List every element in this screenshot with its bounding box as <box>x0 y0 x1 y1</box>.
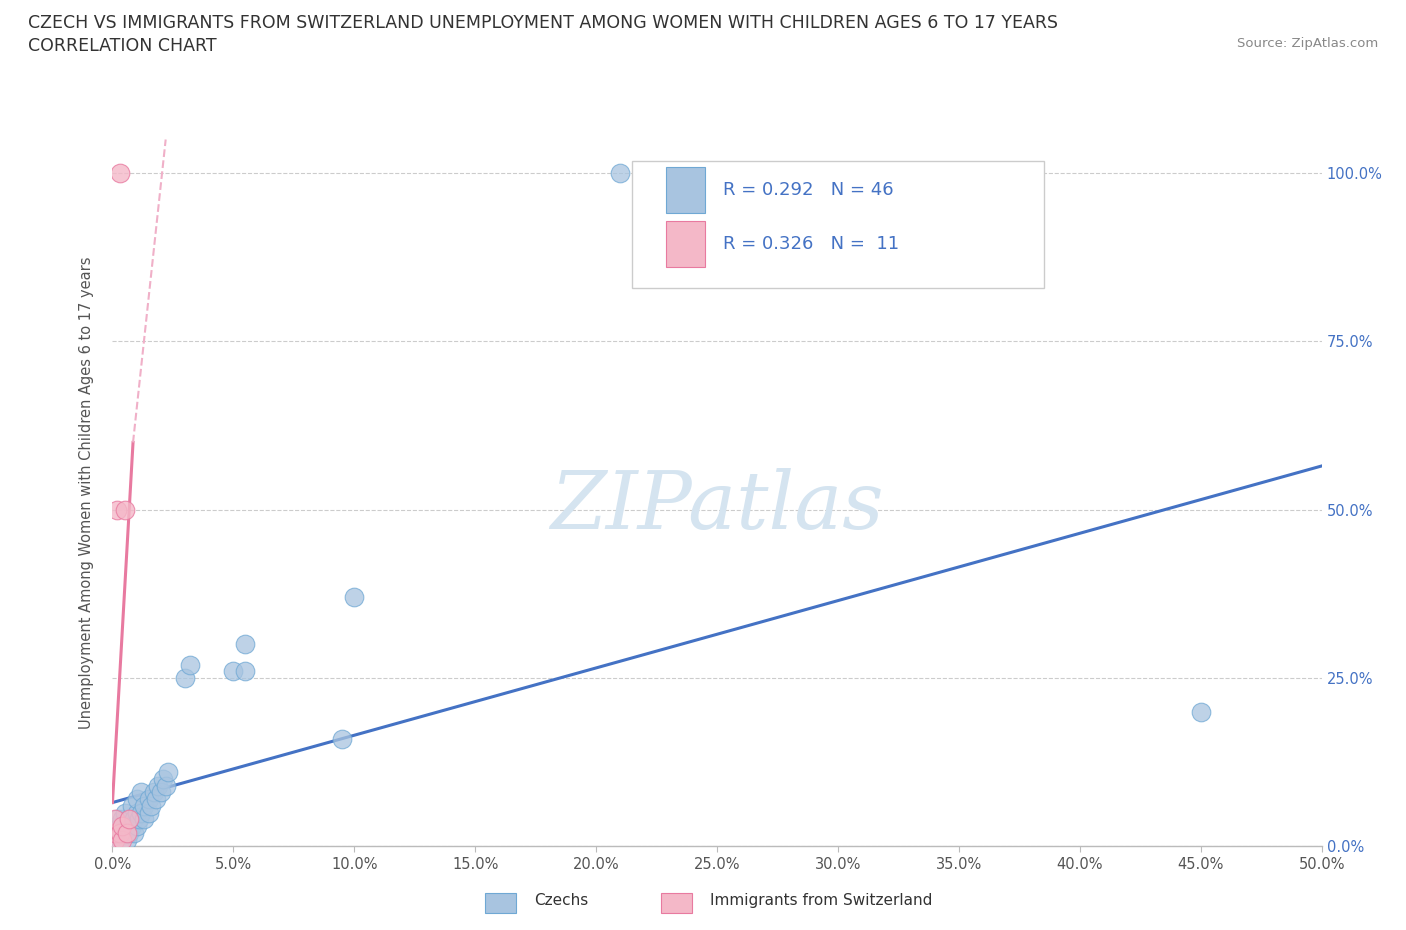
Point <box>108 166 131 180</box>
FancyBboxPatch shape <box>666 167 704 213</box>
Point <box>114 502 136 517</box>
Point <box>114 818 136 833</box>
Point <box>118 826 141 841</box>
Point <box>222 664 245 679</box>
Point <box>155 778 177 793</box>
Point <box>104 826 127 841</box>
Point <box>108 832 131 847</box>
Point <box>132 812 155 827</box>
Point <box>149 785 172 800</box>
Point <box>104 832 127 847</box>
Point <box>105 832 128 847</box>
Point <box>132 799 155 814</box>
Point <box>115 826 138 841</box>
Point <box>157 764 180 779</box>
Point <box>108 818 131 833</box>
Point <box>118 812 141 827</box>
Point <box>121 818 143 833</box>
Point <box>121 799 143 814</box>
Point <box>104 812 127 827</box>
Point <box>128 812 150 827</box>
Point <box>330 731 353 746</box>
Point <box>131 785 153 800</box>
Text: Source: ZipAtlas.com: Source: ZipAtlas.com <box>1237 37 1378 50</box>
Text: R = 0.326   N =  11: R = 0.326 N = 11 <box>723 235 900 253</box>
Point <box>138 805 160 820</box>
Point <box>141 799 163 814</box>
Point <box>114 826 136 841</box>
Point <box>148 778 170 793</box>
Point <box>1189 704 1212 719</box>
Point <box>142 785 165 800</box>
Point <box>152 772 174 787</box>
Text: Immigrants from Switzerland: Immigrants from Switzerland <box>710 893 932 908</box>
Point <box>131 805 153 820</box>
Point <box>118 812 141 827</box>
Point <box>111 818 134 833</box>
Point <box>122 812 145 827</box>
Y-axis label: Unemployment Among Women with Children Ages 6 to 17 years: Unemployment Among Women with Children A… <box>79 257 94 729</box>
Point <box>108 826 131 841</box>
FancyBboxPatch shape <box>633 161 1043 288</box>
Point <box>105 812 128 827</box>
Point <box>125 818 148 833</box>
Text: ZIPatlas: ZIPatlas <box>550 469 884 546</box>
Point <box>105 818 128 833</box>
Point <box>235 637 257 652</box>
Point <box>111 826 134 841</box>
Point <box>105 502 128 517</box>
Point <box>111 812 134 827</box>
Point <box>235 664 257 679</box>
Point <box>105 826 128 841</box>
Point <box>179 658 201 672</box>
Text: R = 0.292   N = 46: R = 0.292 N = 46 <box>723 181 894 199</box>
Text: CORRELATION CHART: CORRELATION CHART <box>28 37 217 55</box>
Point <box>125 805 148 820</box>
Text: Czechs: Czechs <box>534 893 589 908</box>
Point <box>125 791 148 806</box>
FancyBboxPatch shape <box>666 221 704 267</box>
Point <box>115 832 138 847</box>
Point <box>609 166 631 180</box>
Text: CZECH VS IMMIGRANTS FROM SWITZERLAND UNEMPLOYMENT AMONG WOMEN WITH CHILDREN AGES: CZECH VS IMMIGRANTS FROM SWITZERLAND UNE… <box>28 14 1059 32</box>
Point <box>138 791 160 806</box>
Point <box>111 832 134 847</box>
Point <box>343 590 366 604</box>
Point <box>115 818 138 833</box>
Point <box>122 826 145 841</box>
Point <box>174 671 197 685</box>
Point <box>145 791 167 806</box>
Point <box>114 805 136 820</box>
